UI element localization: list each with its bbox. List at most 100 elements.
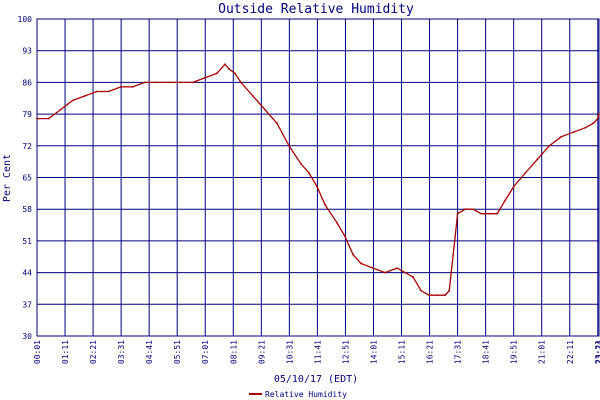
y-tick-label: 65	[22, 174, 32, 183]
data-point	[95, 90, 98, 93]
x-tick-label: 23:21	[594, 340, 600, 364]
x-tick-label: 04:41	[145, 340, 154, 364]
data-point	[107, 90, 110, 93]
data-point	[47, 117, 50, 120]
data-point	[596, 117, 599, 120]
data-point	[336, 221, 338, 224]
x-tick-label: 14:01	[369, 340, 378, 364]
data-point	[536, 158, 539, 161]
x-axis-label: 05/10/17 (EDT)	[274, 374, 358, 385]
data-point	[404, 271, 406, 274]
data-point	[428, 294, 431, 297]
y-tick-label: 79	[22, 110, 32, 119]
data-point	[488, 212, 491, 215]
x-tick-label: 03:31	[117, 340, 126, 364]
data-point	[560, 135, 563, 138]
data-point	[584, 126, 587, 129]
data-point	[143, 81, 146, 84]
data-point	[396, 267, 398, 269]
data-point	[234, 72, 236, 75]
data-point	[436, 294, 439, 297]
x-tick-label: 10:31	[285, 340, 294, 364]
data-point	[71, 99, 74, 102]
data-point	[167, 81, 170, 84]
data-point	[452, 253, 455, 256]
x-tick-label: 08:11	[229, 340, 238, 364]
data-point	[324, 203, 326, 206]
data-point	[300, 163, 302, 165]
y-tick-label: 51	[22, 237, 32, 246]
x-tick-label: 11:41	[313, 340, 322, 364]
data-point	[524, 172, 527, 174]
x-tick-label: 02:21	[89, 340, 98, 364]
data-point	[420, 289, 422, 292]
y-tick-label: 93	[22, 47, 32, 56]
data-point	[548, 144, 551, 147]
data-point	[155, 81, 158, 84]
data-point	[372, 267, 374, 269]
data-point	[131, 86, 134, 88]
x-tick-label: 01:11	[61, 340, 70, 364]
data-point	[203, 77, 206, 79]
x-tick-label: 16:21	[426, 340, 435, 364]
data-point	[598, 113, 600, 115]
data-point	[572, 131, 575, 134]
x-tick-label: 07:01	[201, 340, 210, 364]
data-point	[59, 108, 62, 111]
data-point	[316, 185, 318, 188]
x-tick-label: 12:51	[341, 340, 350, 364]
data-point	[288, 144, 290, 147]
data-point	[264, 108, 266, 111]
x-tick-label: 18:41	[482, 340, 491, 364]
data-point	[344, 235, 346, 238]
data-point	[444, 294, 447, 297]
data-point	[360, 262, 362, 265]
x-tick-label: 00:01	[33, 340, 42, 364]
x-axis-ticks: 00:01 01:11 02:21 03:31 04:41 05:51 07:01 08:11…	[33, 340, 600, 364]
data-point	[496, 212, 499, 215]
data-point	[464, 208, 467, 211]
data-point	[224, 63, 226, 66]
y-axis-ticks: 30 37 44 51 58 65 72 79 86 93 100	[18, 15, 33, 341]
y-tick-label: 100	[18, 15, 33, 24]
x-tick-label: 21:01	[538, 340, 547, 364]
data-point	[448, 289, 451, 292]
data-point	[592, 122, 595, 125]
legend: Relative Humidity	[249, 390, 347, 399]
data-point	[276, 122, 278, 125]
data-point	[228, 67, 230, 70]
data-point	[252, 95, 254, 97]
chart-title: Outside Relative Humidity	[218, 2, 414, 17]
data-point	[191, 81, 194, 84]
data-point	[179, 81, 182, 84]
y-tick-label: 58	[22, 205, 32, 214]
data-point	[352, 253, 354, 256]
legend-label: Relative Humidity	[265, 390, 347, 399]
data-point	[216, 72, 218, 75]
data-point	[456, 212, 459, 215]
data-point	[36, 117, 38, 120]
y-tick-label: 44	[22, 269, 32, 278]
data-point	[119, 86, 122, 88]
y-tick-label: 86	[22, 78, 32, 87]
data-point	[308, 172, 310, 174]
y-tick-label: 37	[22, 300, 32, 309]
x-tick-label: 22:11	[566, 340, 575, 364]
data-point	[480, 212, 483, 215]
y-tick-label: 30	[22, 332, 32, 341]
x-tick-label: 19:51	[510, 340, 519, 364]
data-point	[504, 199, 507, 202]
x-tick-label: 17:31	[454, 340, 463, 364]
y-axis-label: Per Cent	[2, 154, 13, 202]
grid-lines	[36, 18, 600, 337]
data-point	[412, 276, 414, 278]
x-tick-label: 23:24	[595, 340, 600, 364]
x-tick-label: 15:11	[398, 340, 407, 364]
data-point	[384, 271, 386, 274]
series-points	[36, 63, 600, 297]
y-tick-label: 72	[22, 142, 32, 151]
data-point	[512, 185, 515, 188]
data-point	[240, 81, 242, 84]
series-line-relative-humidity	[37, 63, 600, 296]
